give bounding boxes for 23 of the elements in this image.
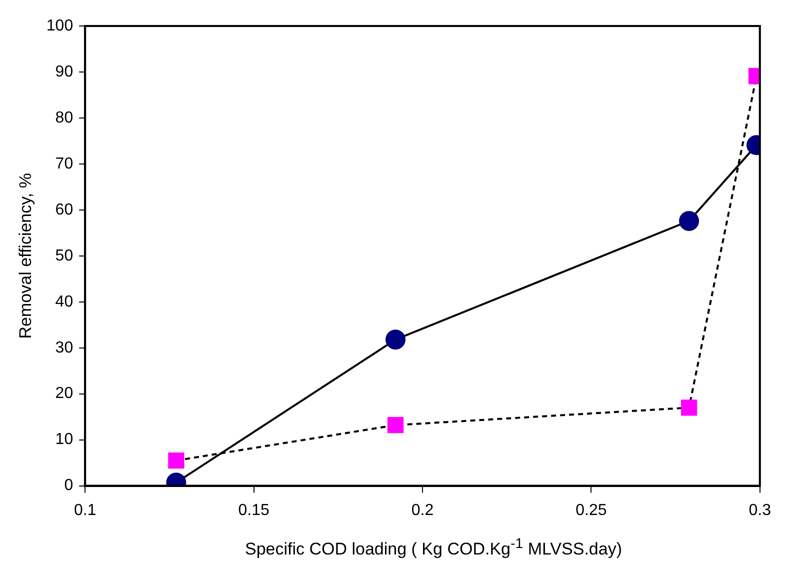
y-tick-label: 50 — [55, 247, 74, 264]
y-axis-title: Removal efficiency, % — [16, 173, 35, 339]
y-tick-label: 100 — [46, 17, 74, 34]
y-tick-label: 10 — [55, 431, 74, 448]
x-tick-label: 0.1 — [74, 502, 96, 519]
y-tick-label: 30 — [55, 339, 74, 356]
x-tick-label: 0.2 — [411, 502, 434, 519]
y-tick-label: 70 — [55, 155, 74, 172]
x-tick-label: 0.3 — [748, 502, 772, 519]
x-axis-title: Specific COD loading ( Kg COD.Kg$^{-1}$ MLVSS.day) — [244, 536, 623, 560]
y-tick-label: 20 — [55, 385, 74, 402]
point — [168, 452, 184, 469]
y-tick-label: 40 — [55, 293, 74, 310]
y-tick-label: 60 — [55, 201, 74, 218]
x-tick-label: 0.25 — [576, 502, 607, 519]
point — [679, 210, 700, 231]
y-tick-label: 90 — [55, 63, 74, 80]
x-tick-label: 0.15 — [238, 502, 270, 519]
y-tick-label: 0 — [64, 477, 74, 494]
point — [385, 330, 406, 350]
point — [680, 400, 698, 416]
y-tick-label: 80 — [55, 109, 74, 126]
point — [387, 417, 404, 434]
